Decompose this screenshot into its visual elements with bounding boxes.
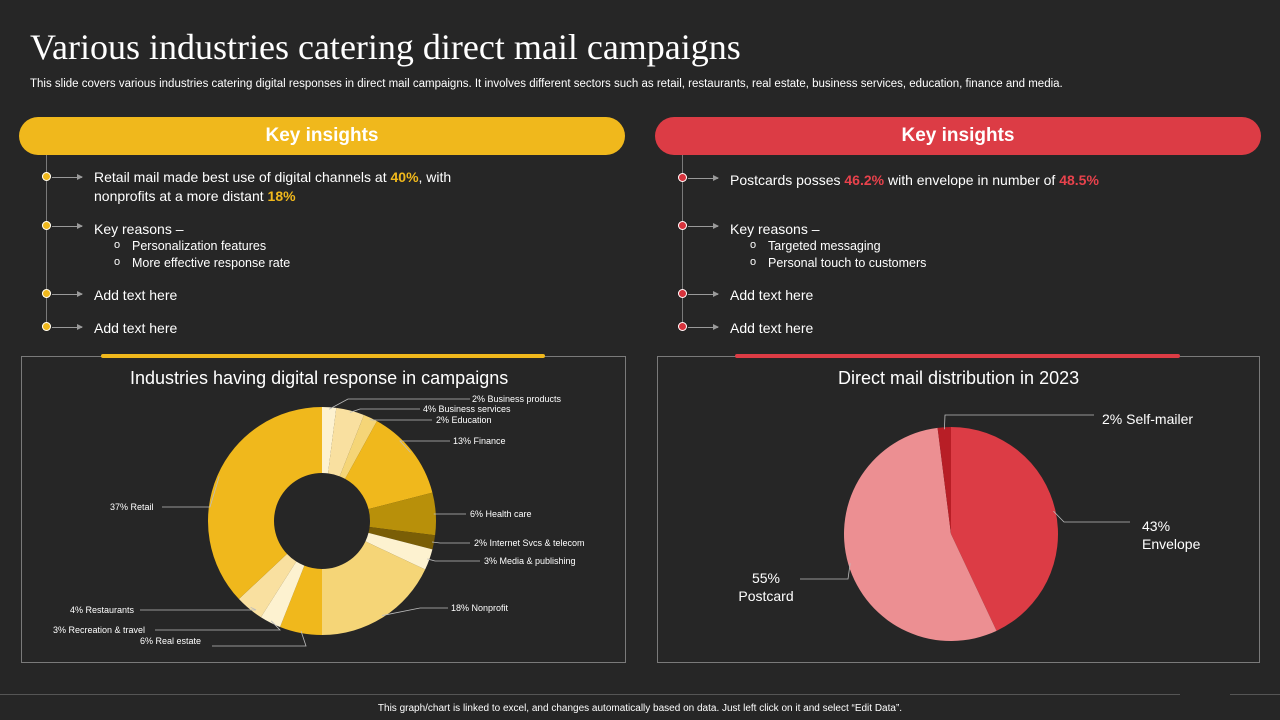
left-insight-1-text-c: nonprofits at a more distant — [94, 188, 268, 204]
right-insight-1: Postcards posses 46.2% with envelope in … — [730, 171, 1099, 190]
donut-chart-accent-bar — [101, 354, 545, 358]
left-insight-1-value-2: 18% — [267, 188, 296, 204]
donut-chart-panel — [21, 356, 626, 663]
right-insight-1-value-2: 48.5% — [1059, 172, 1099, 188]
left-bullet-2 — [42, 221, 51, 230]
right-insight-2-sub-2: Personal touch to customers — [750, 256, 926, 270]
left-insight-4: Add text here — [94, 320, 178, 336]
pie-chart-title: Direct mail distribution in 2023 — [838, 368, 1080, 388]
slide-title: Various industries catering direct mail … — [30, 27, 741, 67]
right-bullet-4 — [678, 322, 687, 331]
left-timeline-line — [46, 155, 47, 331]
right-insight-3: Add text here — [730, 287, 814, 303]
left-key-insights-header: Key insights — [19, 117, 625, 155]
left-arrow-4 — [52, 324, 83, 330]
left-insight-2: Key reasons – — [94, 221, 184, 237]
footer-line — [0, 694, 1180, 695]
right-insight-2: Key reasons – — [730, 221, 820, 237]
footer-line-right — [1230, 694, 1280, 695]
right-insight-1-text-b: with envelope in number of — [884, 172, 1060, 188]
right-arrow-4 — [688, 324, 719, 330]
left-arrow-2 — [52, 223, 83, 229]
right-arrow-2 — [688, 223, 719, 229]
right-key-insights-header: Key insights — [655, 117, 1261, 155]
left-insight-3: Add text here — [94, 287, 178, 303]
right-arrow-3 — [688, 291, 719, 297]
right-insight-1-text-a: Postcards posses — [730, 172, 845, 188]
left-bullet-3 — [42, 289, 51, 298]
left-insight-2-sub-1: Personalization features — [114, 239, 266, 253]
right-bullet-1 — [678, 173, 687, 182]
right-bullet-2 — [678, 221, 687, 230]
left-insight-1-text-a: Retail mail made best use of digital cha… — [94, 169, 391, 185]
left-insight-2-sub-2: More effective response rate — [114, 256, 290, 270]
left-insight-1: Retail mail made best use of digital cha… — [94, 168, 451, 206]
left-bullet-4 — [42, 322, 51, 331]
pie-chart-panel — [657, 356, 1260, 663]
left-arrow-3 — [52, 291, 83, 297]
left-insight-1-text-b: , with — [418, 169, 452, 185]
footer-note: This graph/chart is linked to excel, and… — [377, 703, 903, 714]
right-insight-4: Add text here — [730, 320, 814, 336]
left-bullet-1 — [42, 172, 51, 181]
left-insight-1-value-1: 40% — [390, 169, 419, 185]
pie-chart-accent-bar — [735, 354, 1180, 358]
right-bullet-3 — [678, 289, 687, 298]
right-insight-1-value-1: 46.2% — [844, 172, 885, 188]
left-arrow-1 — [52, 174, 83, 180]
right-arrow-1 — [688, 175, 719, 181]
slide-subtitle: This slide covers various industries cat… — [30, 78, 1063, 90]
donut-chart-title: Industries having digital response in ca… — [130, 368, 509, 388]
right-insight-2-sub-1: Targeted messaging — [750, 239, 881, 253]
right-timeline-line — [682, 155, 683, 331]
